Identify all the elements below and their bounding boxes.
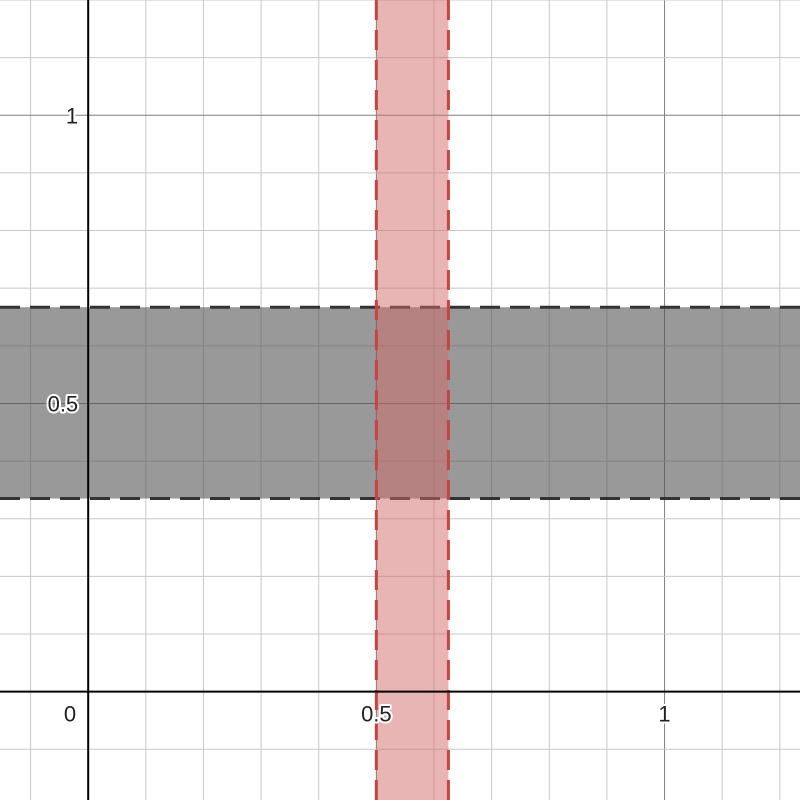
y-tick-label: 1 <box>66 103 78 128</box>
vertical-band-region[interactable] <box>376 0 449 800</box>
x-tick-label: 1 <box>658 702 670 727</box>
tick-labels: 0.5 1 0.5 1 0 <box>46 101 673 728</box>
x-tick-label: 0.5 <box>361 702 392 727</box>
origin-label: 0 <box>64 702 76 727</box>
y-tick-label: 0.5 <box>48 391 79 416</box>
